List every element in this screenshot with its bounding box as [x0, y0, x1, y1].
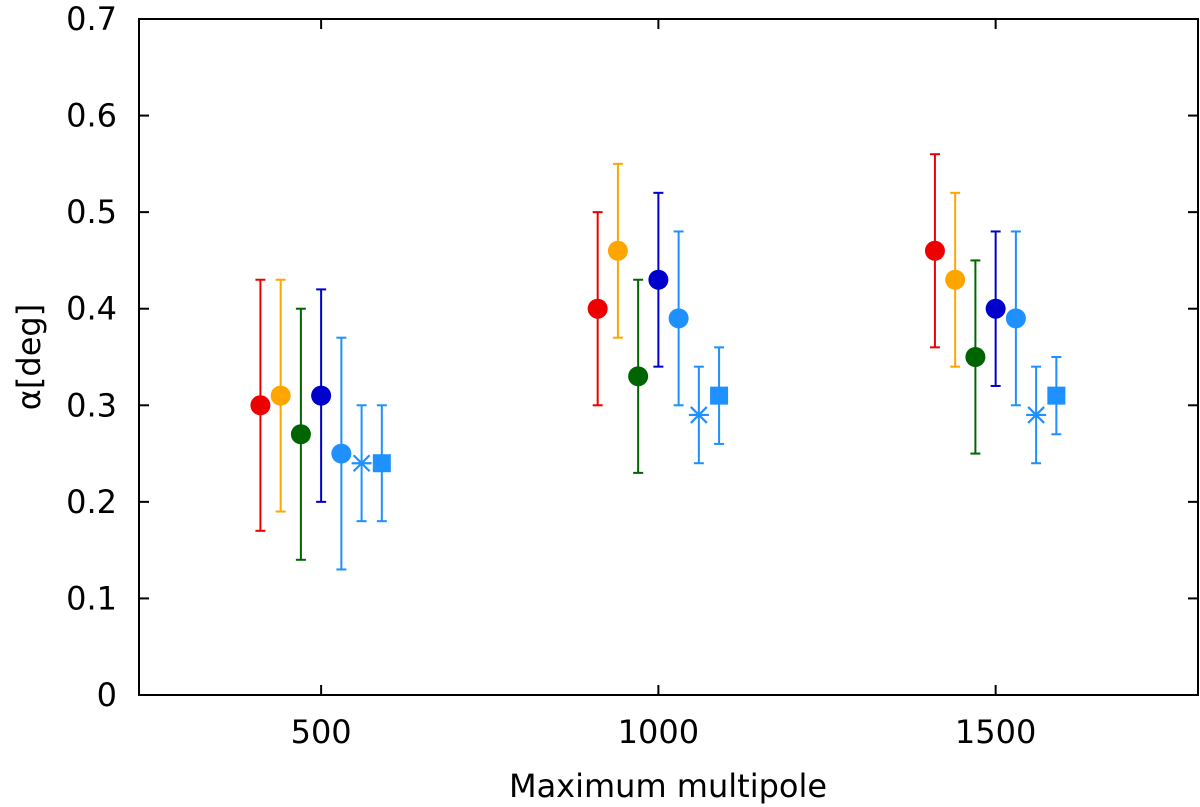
x-tick-label: 500 [291, 713, 352, 751]
plot-frame [138, 18, 1199, 696]
y-tick-label: 0.4 [66, 290, 117, 328]
y-axis-label: α[deg] [10, 304, 48, 410]
data-point [1005, 308, 1026, 329]
x-tick-label: 1500 [955, 713, 1036, 751]
data-point [1026, 406, 1047, 424]
data-point [710, 386, 729, 405]
y-tick-label: 0.3 [66, 386, 117, 424]
x-axis-label: Maximum multipole [509, 767, 827, 805]
asterisk-stroke [352, 454, 371, 473]
series-series-3 [290, 259, 986, 561]
data-point [965, 347, 986, 367]
data-point [372, 454, 391, 473]
y-tick-label: 0.6 [66, 97, 117, 135]
series-series-6 [351, 365, 1047, 523]
series-series-2 [270, 162, 966, 513]
y-tick-label: 0.7 [66, 0, 117, 38]
data-point [607, 240, 628, 261]
y-tick-label: 0.1 [66, 579, 117, 617]
series-series-1 [250, 153, 945, 532]
data-point [688, 406, 709, 424]
data-point [985, 298, 1006, 319]
x-axis: 500 1000 1500 [291, 19, 1036, 751]
series-series-7 [372, 346, 1066, 523]
series-series-5 [331, 230, 1026, 571]
y-tick-label: 0 [97, 676, 117, 714]
data-point [648, 269, 669, 290]
data-point [587, 298, 608, 319]
data-point [351, 454, 372, 473]
data-point [924, 240, 945, 261]
data-point [250, 395, 271, 416]
data-point [270, 385, 291, 406]
data-marks [250, 153, 1066, 571]
asterisk-stroke [690, 406, 708, 424]
data-point [331, 443, 352, 464]
y-tick-label: 0.5 [66, 193, 117, 231]
data-point [668, 308, 689, 329]
asterisk-stroke [1027, 406, 1045, 424]
data-point [945, 269, 966, 290]
data-point [1047, 386, 1066, 405]
y-axis: 0 0.1 0.2 0.3 0.4 0.5 0.6 0.7 [66, 0, 1198, 714]
data-point [290, 424, 311, 445]
y-tick-label: 0.2 [66, 483, 117, 521]
x-tick-label: 1000 [618, 713, 699, 751]
series-series-4 [311, 191, 1006, 503]
data-point [628, 366, 649, 387]
data-point [311, 385, 332, 406]
